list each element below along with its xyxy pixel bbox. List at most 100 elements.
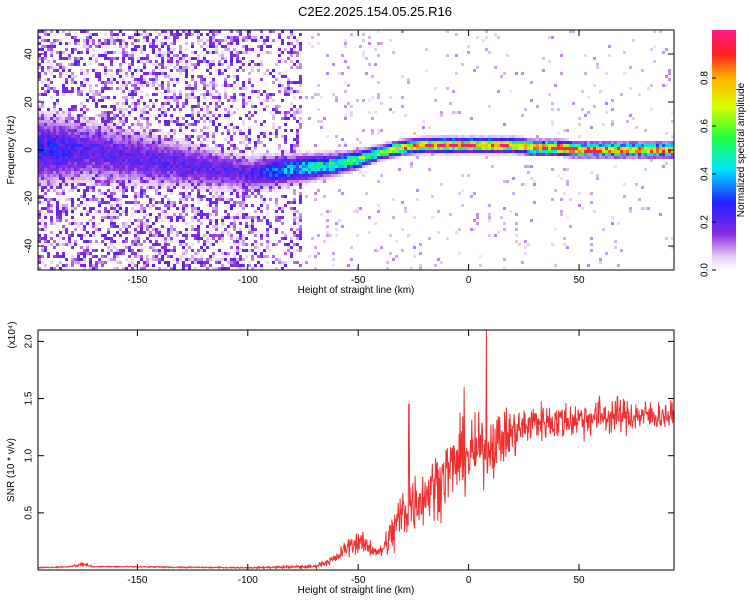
spectrogram-cell xyxy=(209,171,212,174)
spectrogram-cell xyxy=(53,60,56,63)
spectrogram-cell xyxy=(224,114,227,117)
spectrogram-cell xyxy=(296,162,299,165)
spectrogram-cell xyxy=(89,261,92,264)
spectrogram-cell xyxy=(236,99,239,102)
spectrogram-cell xyxy=(41,156,44,159)
spectrogram-cell xyxy=(299,96,302,99)
spectrogram-cell xyxy=(389,144,392,147)
spectrogram-cell xyxy=(359,156,362,159)
spectrogram-cell xyxy=(131,249,134,252)
spectrogram-cell xyxy=(599,147,602,150)
spectrogram-cell xyxy=(50,42,53,45)
spectrogram-cell xyxy=(242,186,245,189)
spectrogram-cell xyxy=(587,264,590,267)
spectrogram-cell xyxy=(230,258,233,261)
spectrogram-cell xyxy=(83,183,86,186)
spectrogram-cell xyxy=(341,72,344,75)
spectrogram-cell xyxy=(92,141,95,144)
spectrogram-cell xyxy=(59,207,62,210)
spectrogram-cell xyxy=(56,93,59,96)
spectrogram-cell xyxy=(38,132,41,135)
spectrogram-cell xyxy=(104,156,107,159)
spectrogram-cell xyxy=(221,168,224,171)
spectrogram-cell xyxy=(38,258,41,261)
spectrogram-cell xyxy=(158,258,161,261)
spectrogram-cell xyxy=(185,153,188,156)
spectrogram-cell xyxy=(194,150,197,153)
spectrogram-cell xyxy=(563,150,566,153)
spectrogram-cell xyxy=(215,240,218,243)
spectrogram-cell xyxy=(164,87,167,90)
spectrogram-cell xyxy=(335,222,338,225)
spectrogram-cell xyxy=(275,78,278,81)
spectrogram-cell xyxy=(167,198,170,201)
spectrogram-cell xyxy=(89,183,92,186)
spectrogram-cell xyxy=(62,165,65,168)
spectrogram-cell xyxy=(527,141,530,144)
spectrogram-cell xyxy=(569,150,572,153)
spectrogram-cell xyxy=(194,120,197,123)
spectrogram-cell xyxy=(332,177,335,180)
spectrogram-cell xyxy=(194,207,197,210)
spectrogram-cell xyxy=(101,117,104,120)
spectrogram-cell xyxy=(134,144,137,147)
spectrogram-cell xyxy=(38,111,41,114)
spectrogram-cell xyxy=(59,255,62,258)
spectrogram-cell xyxy=(239,33,242,36)
spectrogram-cell xyxy=(440,138,443,141)
spectrogram-cell xyxy=(287,84,290,87)
spectrogram-cell xyxy=(38,48,41,51)
spectrogram-cell xyxy=(167,84,170,87)
spectrogram-cell xyxy=(425,69,428,72)
spectrogram-cell xyxy=(287,171,290,174)
spectrogram-cell xyxy=(239,186,242,189)
spectrogram-cell xyxy=(140,75,143,78)
spectrogram-cell xyxy=(161,252,164,255)
spectrogram-cell xyxy=(107,39,110,42)
spectrogram-cell xyxy=(167,189,170,192)
spectrogram-cell xyxy=(251,162,254,165)
spectrogram-cell xyxy=(266,165,269,168)
spectrogram-cell xyxy=(293,216,296,219)
spectrogram-cell xyxy=(305,96,308,99)
spectrogram-cell xyxy=(200,144,203,147)
spectrogram-cell xyxy=(188,141,191,144)
spectrogram-cell xyxy=(185,75,188,78)
spectrogram-cell xyxy=(44,153,47,156)
spectrogram-cell xyxy=(104,162,107,165)
spectrogram-cell xyxy=(182,186,185,189)
spectrogram-cell xyxy=(143,39,146,42)
spectrogram-cell xyxy=(200,129,203,132)
spectrogram-cell xyxy=(200,60,203,63)
spectrogram-cell xyxy=(113,96,116,99)
spectrogram-cell xyxy=(164,177,167,180)
spectrogram-cell xyxy=(446,87,449,90)
spectrogram-cell xyxy=(269,162,272,165)
spectrogram-cell xyxy=(548,144,551,147)
spectrogram-cell xyxy=(491,147,494,150)
spectrogram-cell xyxy=(71,51,74,54)
spectrogram-cell xyxy=(143,30,146,33)
spectrogram-cell xyxy=(566,156,569,159)
spectrogram-cell xyxy=(281,153,284,156)
spectrogram-cell xyxy=(605,153,608,156)
spectrogram-cell xyxy=(38,57,41,60)
spectrogram-cell xyxy=(368,150,371,153)
spectrogram-cell xyxy=(230,144,233,147)
spectrogram-cell xyxy=(290,102,293,105)
spectrogram-cell xyxy=(299,165,302,168)
spectrogram-cell xyxy=(119,45,122,48)
spectrogram-cell xyxy=(101,249,104,252)
spectrogram-cell xyxy=(116,39,119,42)
spectrogram-cell xyxy=(224,165,227,168)
spectrogram-cell xyxy=(356,165,359,168)
spectrogram-cell xyxy=(572,150,575,153)
spectrogram-cell xyxy=(116,33,119,36)
spectrogram-cell xyxy=(176,99,179,102)
spectrogram-cell xyxy=(110,117,113,120)
spectrogram-cell xyxy=(293,231,296,234)
spectrogram-cell xyxy=(227,201,230,204)
spectrogram-cell xyxy=(104,159,107,162)
spectrogram-cell xyxy=(326,72,329,75)
spectrogram-cell xyxy=(116,216,119,219)
